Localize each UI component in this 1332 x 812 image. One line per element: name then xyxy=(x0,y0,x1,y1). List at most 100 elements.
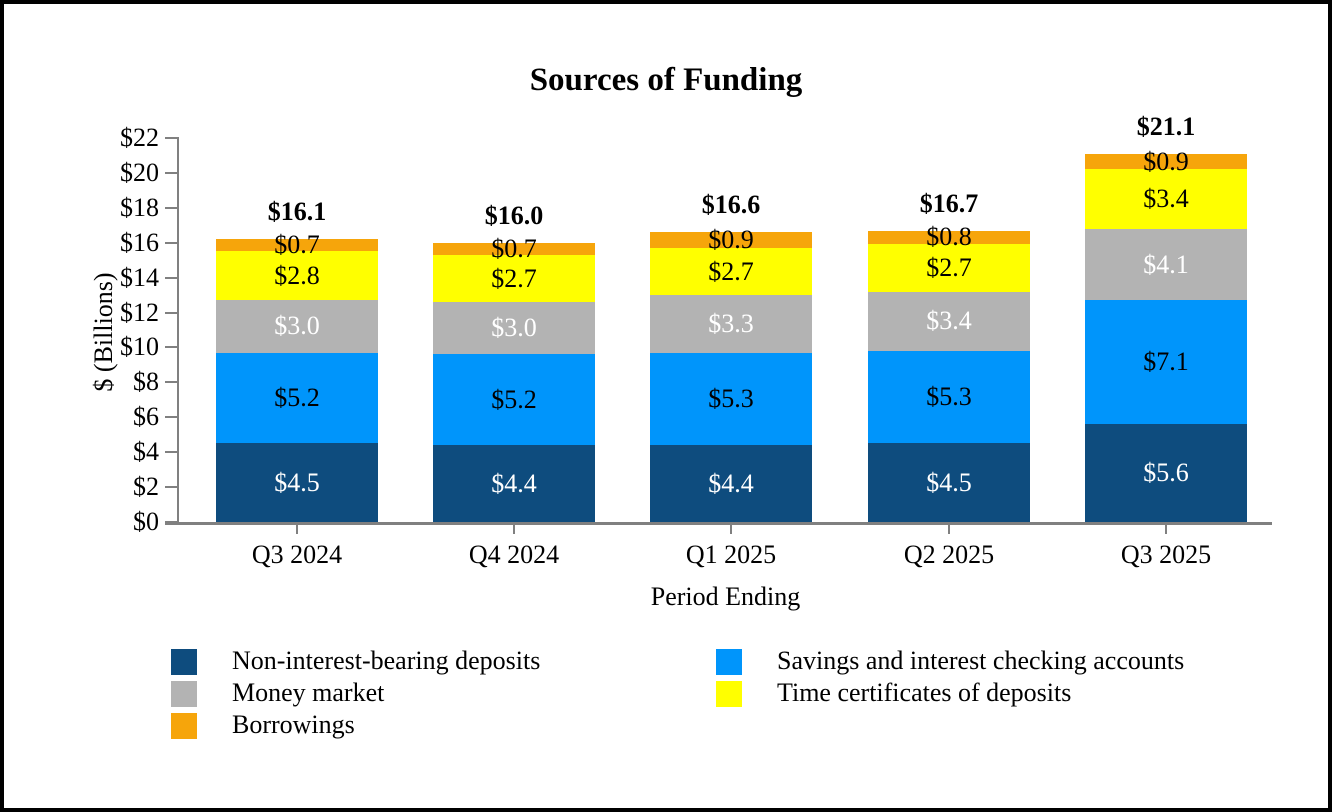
bar-segment-value: $3.3 xyxy=(708,308,754,338)
bar-segment: $0.8 xyxy=(868,224,1030,250)
x-tick-mark xyxy=(948,525,950,534)
bar-segment: $5.2 xyxy=(216,352,378,444)
y-tick-label: $6 xyxy=(133,402,159,432)
bar-segment: $5.3 xyxy=(868,350,1030,444)
legend-label: Money market xyxy=(232,678,385,707)
y-tick-mark xyxy=(165,311,179,314)
bar-segment-value: $5.2 xyxy=(274,383,320,413)
y-tick-mark xyxy=(165,206,179,209)
y-tick-label: $2 xyxy=(133,472,159,502)
x-tick-mark xyxy=(296,525,298,534)
bar-segment-value: $0.7 xyxy=(491,233,537,263)
bar-segment-value: $3.4 xyxy=(1143,184,1189,214)
y-tick-label: $8 xyxy=(133,367,159,397)
bar-segment-value: $4.5 xyxy=(926,467,972,497)
bar-segment-value: $2.8 xyxy=(274,260,320,290)
bar-segment: $5.2 xyxy=(433,354,595,446)
bar-segment: $0.9 xyxy=(1085,148,1247,174)
y-tick-mark xyxy=(165,241,179,244)
bar-segment-value: $4.4 xyxy=(708,468,754,498)
x-axis-line xyxy=(165,522,1272,525)
bar-segment-value: $4.1 xyxy=(1143,249,1189,279)
bar-segment-value: $2.7 xyxy=(926,253,972,283)
x-category-label: Q3 2025 xyxy=(1120,540,1212,569)
x-tick-mark xyxy=(513,525,515,534)
x-category-label: Q4 2024 xyxy=(468,540,560,569)
bar-segment: $2.7 xyxy=(868,244,1030,292)
bar-segment-value: $5.2 xyxy=(491,384,537,414)
bar-segment: $4.1 xyxy=(1085,228,1247,301)
bar-total-label: $16.7 xyxy=(919,188,979,218)
legend-label: Borrowings xyxy=(232,710,355,739)
y-tick-mark xyxy=(165,416,179,419)
bar-segment: $7.1 xyxy=(1085,300,1247,425)
y-tick-label: $20 xyxy=(120,157,159,187)
bar-segment-value: $3.4 xyxy=(926,306,972,336)
y-tick-label: $10 xyxy=(120,332,159,362)
y-tick-mark xyxy=(165,171,179,174)
bar-segment-value: $0.9 xyxy=(708,225,754,255)
y-tick-mark xyxy=(165,521,179,523)
bar-segment: $3.4 xyxy=(868,291,1030,351)
legend-label: Non-interest-bearing deposits xyxy=(232,646,541,675)
bar-segment-value: $4.4 xyxy=(491,468,537,498)
x-category-label: Q2 2025 xyxy=(903,540,995,569)
bar-segment: $5.6 xyxy=(1085,424,1247,522)
bar-segment: $0.7 xyxy=(216,232,378,258)
bar-segment-value: $0.9 xyxy=(1143,146,1189,176)
legend-swatch xyxy=(716,681,742,707)
y-tick-label: $0 xyxy=(133,507,159,536)
legend-swatch xyxy=(171,713,197,739)
bar-segment: $3.3 xyxy=(650,295,812,353)
x-axis-title: Period Ending xyxy=(650,582,801,611)
y-axis-title: $ (Billions) xyxy=(89,272,118,392)
y-tick-label: $16 xyxy=(120,227,159,257)
bar-segment: $3.0 xyxy=(433,302,595,355)
bar-total-label: $16.1 xyxy=(267,197,327,227)
bar-segment: $0.9 xyxy=(650,227,812,253)
bar-segment-value: $3.0 xyxy=(491,313,537,343)
bar-segment-value: $5.3 xyxy=(708,383,754,413)
bar-segment-value: $4.5 xyxy=(274,467,320,497)
legend-swatch xyxy=(171,681,197,707)
chart-title: Sources of Funding xyxy=(529,62,803,98)
y-tick-mark xyxy=(165,451,179,454)
legend-swatch xyxy=(716,649,742,675)
bar-segment-value: $0.8 xyxy=(926,222,972,252)
y-tick-mark xyxy=(165,276,179,279)
bar-segment: $4.5 xyxy=(216,443,378,522)
y-tick-label: $14 xyxy=(120,262,159,292)
bar-segment: $2.7 xyxy=(433,254,595,303)
bar-total-label: $21.1 xyxy=(1136,111,1196,141)
x-category-label: Q1 2025 xyxy=(685,540,777,569)
y-tick-mark xyxy=(165,381,179,384)
bar-segment-value: $2.7 xyxy=(708,256,754,286)
legend-label: Savings and interest checking accounts xyxy=(777,646,1185,675)
bar-segment-value: $7.1 xyxy=(1143,347,1189,377)
y-tick-label: $22 xyxy=(120,123,159,152)
y-tick-mark xyxy=(165,346,179,349)
bar-segment-value: $3.0 xyxy=(274,311,320,341)
bar-segment: $5.3 xyxy=(650,352,812,446)
x-category-label: Q3 2024 xyxy=(251,540,343,569)
bar-segment: $4.4 xyxy=(433,445,595,522)
legend-label: Time certificates of deposits xyxy=(777,678,1072,707)
bar-segment: $3.4 xyxy=(1085,169,1247,229)
y-tick-label: $12 xyxy=(120,297,159,327)
y-tick-label: $4 xyxy=(133,437,159,467)
y-tick-label: $18 xyxy=(120,192,159,222)
y-tick-mark xyxy=(165,137,179,139)
bar-segment: $2.8 xyxy=(216,251,378,301)
x-tick-mark xyxy=(1165,525,1167,534)
bar-segment: $4.4 xyxy=(650,445,812,522)
bar-segment: $4.5 xyxy=(868,443,1030,522)
bar-segment: $3.0 xyxy=(216,300,378,353)
x-tick-mark xyxy=(730,525,732,534)
legend-swatch xyxy=(171,649,197,675)
y-tick-mark xyxy=(165,486,179,489)
bar-total-label: $16.0 xyxy=(484,200,544,230)
y-axis-line xyxy=(177,138,179,522)
bar-segment: $0.7 xyxy=(433,235,595,261)
bar-segment-value: $0.7 xyxy=(274,230,320,260)
